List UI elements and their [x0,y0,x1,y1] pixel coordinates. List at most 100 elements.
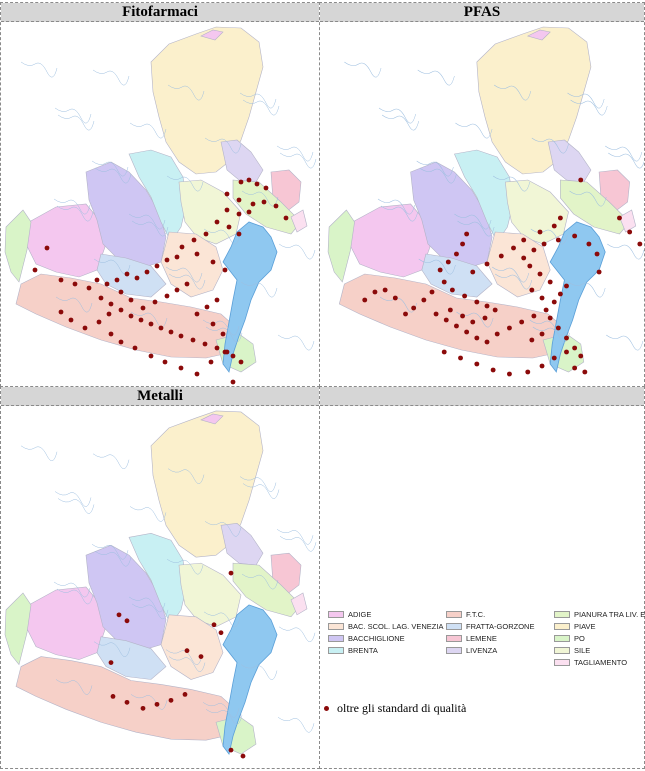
river-line [93,641,131,657]
river-line [380,205,418,222]
river-line [166,558,204,575]
exceedance-point [470,319,476,325]
river-line [493,84,532,101]
basin-region [619,209,637,233]
exceedance-point [460,313,466,319]
exceedance-point [32,267,38,273]
exceedance-point [178,365,184,371]
river-line [205,326,243,343]
basin-region [200,29,224,41]
river-line [203,228,241,245]
exceedance-point [547,315,553,321]
point-legend: oltre gli standard di qualità [324,701,466,716]
river-line [416,160,454,177]
exceedance-point [128,313,134,319]
legend-item-bacchiglione: BACCHIGLIONE [328,633,405,643]
exceedance-point [164,257,170,263]
river-line [277,717,315,733]
exceedance-point [484,339,490,345]
exceedance-point [572,345,578,351]
legend-item-pianura: PIANURA TRA LIV. E PIAVE [554,609,645,619]
river-line [240,664,278,680]
lagoon-coast [549,221,606,373]
exceedance-point [484,303,490,309]
exceedance-point [521,237,527,243]
basin-region [232,562,302,618]
exceedance-point [637,241,643,247]
exceedance-point [498,253,504,259]
legend-swatch [446,646,462,654]
exceedance-point [474,299,480,305]
legend-swatch [446,634,462,642]
exceedance-point [220,331,226,337]
exceedance-point [484,261,490,267]
exceedance-point [116,612,122,618]
exceedance-point [372,289,378,295]
basin-region [178,562,242,628]
legend-swatch [554,610,570,618]
exceedance-point [551,223,557,229]
exceedance-point [492,307,498,313]
river-line [608,152,644,169]
exceedance-point [140,705,146,711]
exceedance-point [224,191,230,197]
basin-region [290,209,308,233]
river-line [131,603,169,620]
exceedance-point [106,311,112,317]
legend-item-fratta-gorzone: FRATTA-GORZONE [446,621,534,631]
basin-region [505,179,569,245]
river-line [202,702,240,718]
river-line [276,529,314,545]
river-line [128,213,166,230]
exceedance-point [250,201,256,207]
river-line [91,544,129,560]
legend-swatch [554,646,570,654]
exceedance-point [154,263,160,269]
river-line [418,258,456,275]
basin-region [421,253,493,298]
exceedance-point [537,229,543,235]
river-line [491,266,530,283]
river-line [55,296,93,313]
basin-region [4,209,32,283]
river-line [168,656,206,672]
point-symbol-icon [324,706,329,711]
legend-swatch [328,610,344,618]
river-line [92,69,130,86]
river-line [381,114,420,131]
panel-title-pfas: PFAS [320,3,644,22]
exceedance-point [246,209,252,215]
exceedance-point [118,307,124,313]
river-line [204,521,242,537]
exceedance-point [58,309,64,315]
exceedance-point [547,279,553,285]
exceedance-point [218,630,224,636]
exceedance-point [421,297,427,303]
basin-region [220,523,264,566]
exceedance-point [96,319,102,325]
exceedance-point [108,331,114,337]
basin-region [547,139,592,183]
exceedance-point [627,229,633,235]
exceedance-point [86,285,92,291]
river-line [419,167,457,184]
river-line [241,573,279,590]
exceedance-point [464,231,470,237]
river-line [242,99,280,116]
exceedance-point [104,281,110,287]
river-line [53,198,91,215]
exceedance-point [208,359,214,365]
exceedance-point [464,329,470,335]
exceedance-point [152,299,158,305]
exceedance-point [527,263,533,269]
exceedance-point [494,331,500,337]
exceedance-point [572,365,578,371]
exceedance-point [114,277,120,283]
basin-region [160,231,224,298]
river-line [276,145,314,162]
exceedance-point [460,241,466,247]
river-line [129,506,167,522]
exceedance-point [238,179,244,185]
exceedance-point [437,267,443,273]
river-line [239,92,277,109]
